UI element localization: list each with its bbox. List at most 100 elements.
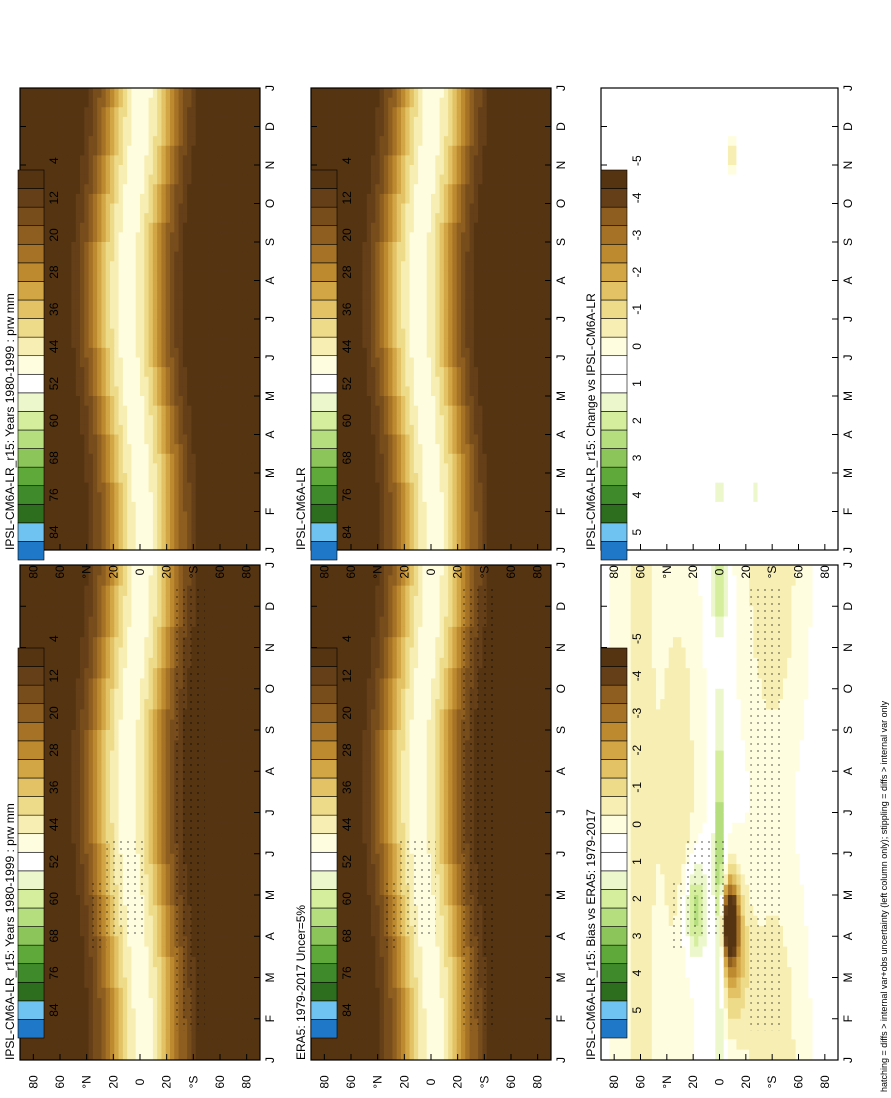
heatmap-cell: [178, 415, 184, 426]
heatmap-cell: [144, 895, 150, 906]
heatmap-cell: [234, 874, 240, 886]
heatmap-cell: [221, 812, 227, 824]
heatmap-cell: [217, 1008, 222, 1020]
heatmap-cell: [165, 998, 171, 1009]
heatmap-cell: [148, 530, 154, 541]
heatmap-cell: [80, 338, 85, 349]
heatmap-cell: [75, 843, 81, 855]
heatmap-cell: [110, 136, 115, 147]
heatmap-cell: [140, 174, 145, 185]
heatmap-cell: [255, 760, 261, 772]
heatmap-cell: [157, 637, 162, 648]
heatmap-cell: [84, 668, 90, 679]
heatmap-cell: [157, 270, 162, 282]
heatmap-cell: [45, 730, 51, 741]
heatmap-cell: [178, 136, 184, 147]
heatmap-cell: [88, 843, 94, 855]
heatmap-cell: [131, 492, 137, 503]
heatmap-cell: [174, 165, 180, 176]
heatmap-cell: [247, 946, 252, 958]
heatmap-cell: [148, 434, 154, 445]
heatmap-cell: [54, 637, 60, 648]
heatmap-cell: [234, 791, 240, 803]
heatmap-cell: [58, 1029, 64, 1040]
heatmap-cell: [230, 771, 235, 783]
heatmap-cell: [225, 668, 231, 679]
heatmap-cell: [41, 107, 47, 118]
heatmap-cell: [161, 319, 167, 330]
month-tick-label: O: [263, 684, 277, 693]
heatmap-cell: [242, 884, 248, 896]
heatmap-cell: [208, 1008, 214, 1020]
heatmap-cell: [45, 565, 51, 576]
heatmap-cell: [148, 853, 154, 865]
heatmap-cell: [45, 222, 51, 233]
heatmap-cell: [144, 376, 150, 387]
heatmap-cell: [110, 309, 115, 320]
heatmap-cell: [217, 730, 222, 741]
heatmap-cell: [152, 511, 158, 522]
heatmap-cell: [247, 956, 252, 968]
heatmap-cell: [41, 88, 47, 99]
heatmap-cell: [110, 1008, 115, 1020]
heatmap-cell: [157, 251, 162, 262]
heatmap-cell: [127, 637, 132, 648]
heatmap-cell: [152, 895, 158, 906]
heatmap-cell: [208, 367, 214, 378]
heatmap-cell: [24, 637, 30, 648]
heatmap-cell: [45, 165, 51, 176]
heatmap-cell: [101, 740, 107, 752]
heatmap-cell: [157, 1018, 162, 1030]
heatmap-cell: [110, 750, 115, 762]
heatmap-cell: [58, 575, 64, 587]
heatmap-cell: [187, 415, 192, 426]
heatmap-cell: [80, 884, 85, 896]
heatmap-cell: [200, 203, 205, 214]
heatmap-cell: [45, 376, 51, 387]
heatmap-cell: [161, 791, 167, 803]
heatmap-cell: [54, 328, 60, 339]
lat-tick-label: °S: [186, 1076, 200, 1089]
heatmap-cell: [97, 719, 102, 731]
heatmap-cell: [191, 338, 197, 349]
heatmap-cell: [242, 812, 248, 824]
heatmap-cell: [58, 791, 64, 803]
heatmap-cell: [161, 987, 167, 999]
heatmap-cell: [212, 511, 218, 522]
heatmap-cell: [144, 998, 150, 1009]
heatmap-cell: [135, 405, 141, 416]
heatmap-cell: [242, 709, 248, 721]
heatmap-cell: [165, 1018, 171, 1030]
heatmap-cell: [45, 637, 51, 648]
heatmap-cell: [152, 107, 158, 118]
heatmap-cell: [101, 376, 107, 387]
heatmap-cell: [234, 781, 240, 793]
heatmap-cell: [105, 145, 111, 156]
heatmap-cell: [217, 699, 222, 710]
heatmap-cell: [195, 280, 201, 291]
heatmap-cell: [208, 424, 214, 436]
heatmap-cell: [140, 511, 145, 522]
heatmap-cell: [105, 473, 111, 484]
heatmap-cell: [221, 565, 227, 576]
heatmap-cell: [165, 511, 171, 522]
heatmap-cell: [247, 565, 252, 576]
heatmap-cell: [118, 155, 124, 166]
heatmap-cell: [148, 1029, 154, 1040]
heatmap-cell: [230, 791, 235, 803]
heatmap-cell: [212, 595, 218, 607]
heatmap-cell: [255, 884, 261, 896]
heatmap-cell: [122, 444, 128, 455]
heatmap-cell: [157, 97, 162, 108]
heatmap-cell: [92, 405, 98, 416]
heatmap-cell: [152, 521, 158, 532]
heatmap-cell: [208, 1018, 214, 1030]
heatmap-cell: [161, 1039, 167, 1051]
heatmap-cell: [131, 280, 137, 291]
heatmap-cell: [161, 290, 167, 301]
heatmap-cell: [92, 647, 98, 659]
heatmap-cell: [114, 606, 120, 618]
heatmap-cell: [114, 174, 120, 185]
heatmap-cell: [50, 864, 55, 875]
heatmap-cell: [187, 242, 192, 253]
